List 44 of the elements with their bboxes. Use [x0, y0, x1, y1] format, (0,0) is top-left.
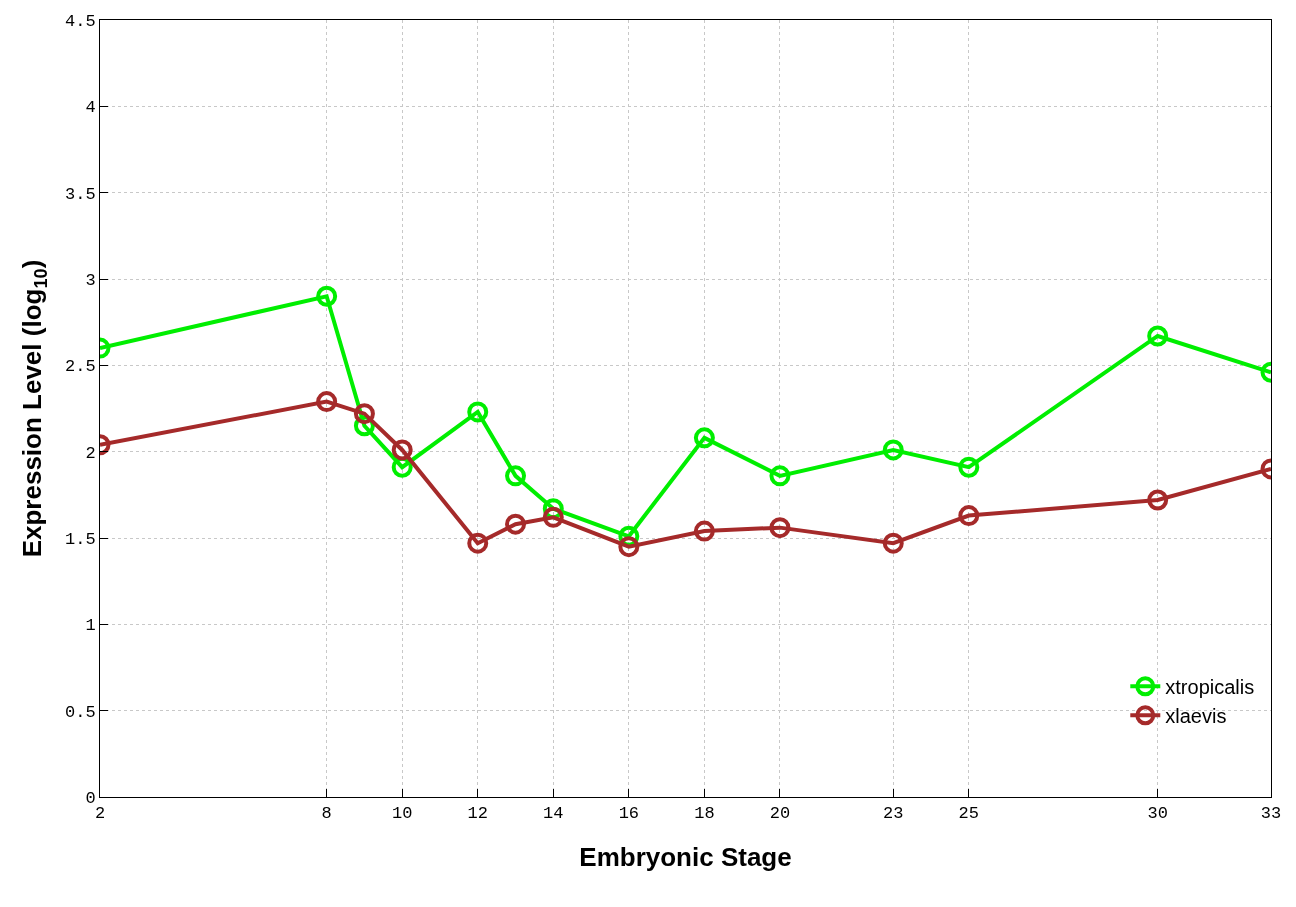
x-tick-label: 18	[694, 804, 715, 824]
point	[618, 536, 640, 558]
x-tick-label: 12	[467, 804, 488, 824]
point	[391, 439, 413, 461]
legend-label: xtropicalis	[1165, 676, 1255, 699]
x-tick-label: 14	[543, 804, 564, 824]
point	[467, 532, 489, 554]
point	[353, 403, 375, 425]
y-tick-label: 3.5	[64, 184, 96, 204]
x-tick-label: 23	[883, 804, 904, 824]
y-tick-label: 0	[85, 788, 96, 808]
x-tick-label: 33	[1260, 804, 1282, 824]
x-tick-label: 8	[321, 804, 332, 824]
point	[316, 285, 338, 307]
x-tick-label: 10	[391, 804, 413, 824]
y-tick-label: 4.5	[64, 11, 96, 31]
point	[769, 517, 791, 539]
x-axis-title: Embryonic Stage	[579, 842, 792, 873]
point	[882, 532, 904, 554]
point	[1147, 325, 1169, 347]
point	[505, 513, 527, 535]
point	[693, 427, 715, 449]
point	[1147, 489, 1169, 511]
x-tick-label: 30	[1147, 804, 1168, 824]
x-tick-label: 16	[618, 804, 640, 824]
legend-label: xlaevis	[1165, 705, 1227, 728]
point	[958, 505, 980, 527]
point	[693, 520, 715, 542]
point	[505, 465, 527, 487]
y-tick-label: 0.5	[64, 702, 96, 722]
point	[542, 506, 564, 528]
x-tick-label: 20	[769, 804, 791, 824]
point	[958, 456, 980, 478]
point	[467, 401, 489, 423]
y-tick-label: 1	[85, 616, 96, 636]
point	[882, 439, 904, 461]
point	[316, 391, 338, 413]
x-tick-label: 25	[958, 804, 980, 824]
y-tick-label: 3	[85, 270, 96, 290]
y-tick-label: 2.5	[64, 357, 96, 377]
y-tick-label: 4	[85, 98, 96, 118]
y-tick-label: 2	[85, 443, 96, 463]
point	[769, 465, 791, 487]
y-tick-label: 1.5	[64, 529, 96, 549]
